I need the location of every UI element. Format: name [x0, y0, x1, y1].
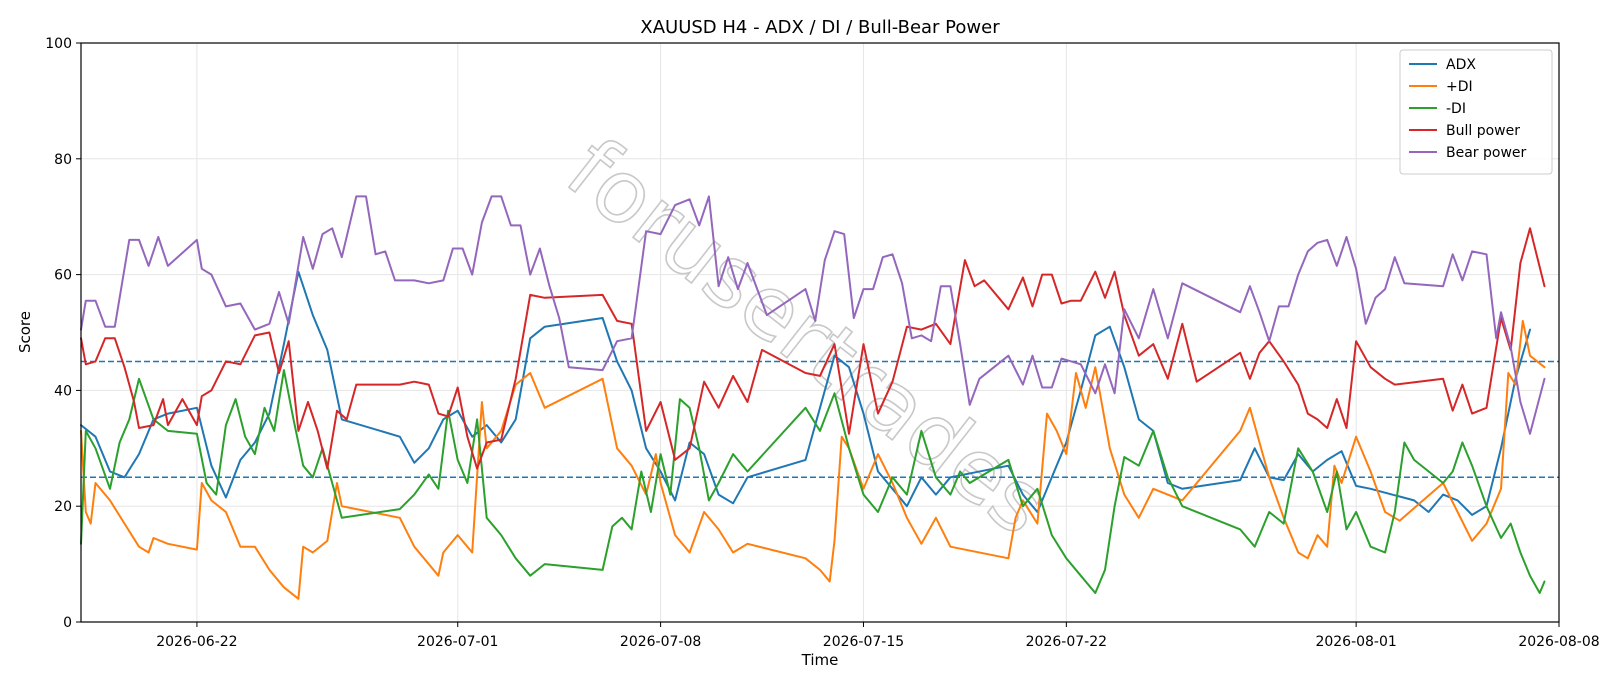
x-tick-label: 2026-08-01: [1315, 634, 1396, 650]
x-axis-title: Time: [801, 651, 839, 669]
axes: 0 20 40 60 80 100 2026-06-22 2026-07-01 2026-07-…: [45, 36, 1599, 650]
legend-label: -DI: [1446, 101, 1466, 117]
series-line-bear-power: [80, 195, 1546, 435]
y-tick-label: 0: [63, 615, 72, 631]
y-tick-label: 80: [54, 152, 72, 168]
y-tick-label: 40: [54, 383, 72, 399]
series-line-bull-power: [80, 227, 1546, 470]
x-tick-label: 2026-07-15: [823, 634, 904, 650]
y-axis-title: Score: [16, 311, 34, 353]
plot-frame: [80, 42, 1560, 623]
legend-label: Bear power: [1446, 145, 1527, 161]
chart-title: XAUUSD H4 - ADX / DI / Bull-Bear Power: [640, 17, 1000, 38]
y-tick-label: 60: [54, 268, 72, 284]
x-tick-label: 2026-07-01: [417, 634, 498, 650]
reference-lines: [81, 360, 1559, 478]
y-tick-label: 100: [45, 36, 72, 52]
legend-label: ADX: [1446, 57, 1476, 73]
x-tick-label: 2026-07-22: [1026, 634, 1107, 650]
x-tick-label: 2026-08-08: [1518, 634, 1599, 650]
series-line-di: [80, 319, 1546, 600]
legend-label: +DI: [1446, 79, 1473, 95]
series-lines: [80, 195, 1546, 600]
x-tick-label: 2026-07-08: [620, 634, 701, 650]
grid: [81, 42, 1560, 623]
legend-label: Bull power: [1446, 123, 1520, 139]
legend: ADX +DI -DI Bull power Bear power: [1399, 49, 1553, 175]
series-line-di: [80, 369, 1546, 594]
x-tick-label: 2026-06-22: [156, 634, 237, 650]
y-tick-label: 20: [54, 499, 72, 515]
legend-box: [1399, 49, 1553, 175]
